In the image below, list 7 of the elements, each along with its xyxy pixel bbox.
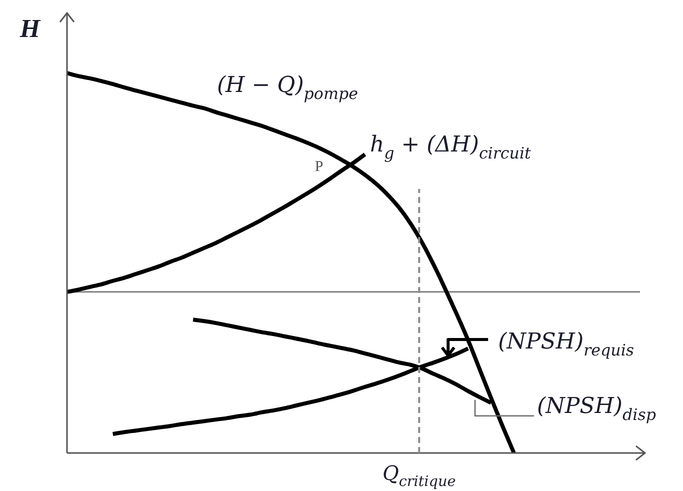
text: Q$_{critique}$	[382, 461, 456, 490]
legend-label: (NPSH)$_{requis}$	[498, 330, 634, 360]
series-label: h$_{g}$ + (ΔH)$_{circuit}$	[370, 132, 532, 162]
y-axis-title: H	[18, 14, 41, 43]
annotation: P	[314, 158, 324, 175]
text: (NPSH)$_{disp}$	[537, 394, 656, 424]
series-label: (H − Q)$_{pompe}$	[216, 73, 358, 103]
